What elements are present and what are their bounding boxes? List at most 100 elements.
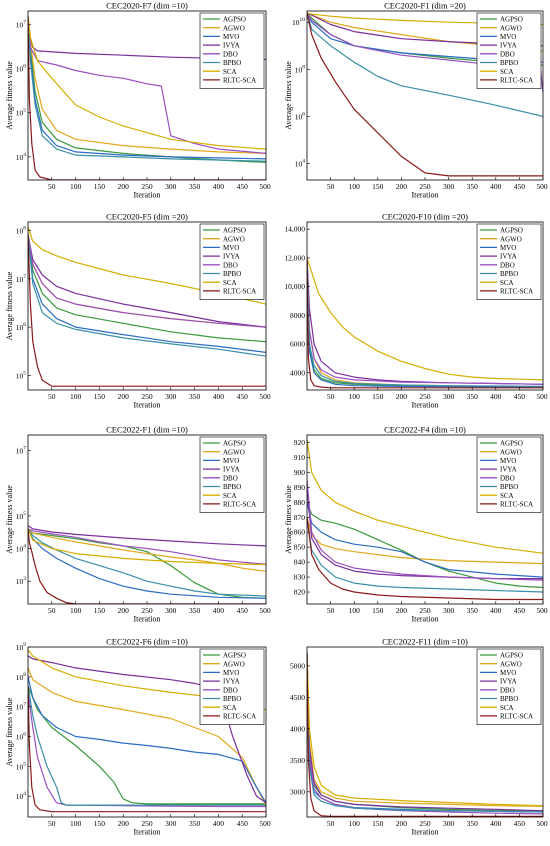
x-tick-label: 100 <box>349 182 361 191</box>
series-lines <box>28 16 266 180</box>
legend-label-agpso: AGPSO <box>223 227 246 235</box>
legend-label-agpso: AGPSO <box>500 227 523 235</box>
legend-label-mvo: MVO <box>500 33 516 41</box>
x-tick-label: 100 <box>349 392 361 401</box>
series-line-bpbo <box>28 528 266 597</box>
legend-box <box>476 12 542 89</box>
series-line-mvo <box>28 528 266 599</box>
y-tick-exponent: 6 <box>302 111 305 117</box>
y-tick-label: 106 <box>16 63 27 73</box>
legend-label-ivya: IVYA <box>223 466 240 474</box>
x-tick-label: 200 <box>396 606 408 615</box>
y-tick-base: 10 <box>16 703 24 712</box>
chart-panel-6: CEC2022-F4 (dim =10) 50 100 150 200 250 300 350… <box>284 425 548 624</box>
y-tick-label: 3000 <box>290 787 305 796</box>
series-line-bpbo <box>28 235 266 357</box>
x-tick-label: 400 <box>213 182 225 191</box>
legend-box <box>476 648 542 725</box>
x-tick-label: 100 <box>349 819 361 828</box>
y-tick-base: 10 <box>16 20 24 29</box>
legend-label-dbo: DBO <box>223 261 238 269</box>
x-tick-label: 200 <box>396 819 408 828</box>
y-tick-label: 108 <box>16 672 27 682</box>
x-tick-label: 400 <box>213 392 225 401</box>
x-tick-label: 300 <box>443 819 455 828</box>
y-tick-base: 10 <box>16 275 24 284</box>
legend-label-agpso: AGPSO <box>500 16 523 24</box>
series-lines <box>28 525 266 604</box>
y-tick-label: 103 <box>16 576 27 586</box>
y-tick-label: 105 <box>16 761 27 771</box>
series-line-rltc-sca <box>28 16 266 180</box>
series-line-ivya <box>28 655 266 804</box>
x-tick-label: 400 <box>490 606 502 615</box>
series-line-mvo <box>307 502 543 578</box>
y-tick-base: 10 <box>16 323 24 332</box>
series-line-ivya <box>307 653 543 812</box>
y-tick-label: 107 <box>16 702 27 712</box>
y-tick-exponent: 3 <box>23 576 26 582</box>
y-axis-label: Average fitness value <box>5 271 14 340</box>
y-tick-base: 10 <box>16 512 24 521</box>
y-tick-base: 10 <box>16 577 24 586</box>
y-tick-label: 106 <box>295 111 306 121</box>
y-axis-label: Average fitness value <box>284 485 293 554</box>
x-tick-label: 50 <box>327 606 335 615</box>
legend-label-rltc-sca: RLTC-SCA <box>500 501 533 509</box>
legend-label-ivya: IVYA <box>500 466 517 474</box>
y-tick-label: 920 <box>294 438 306 447</box>
chart-title: CEC2022-F4 (dim =10) <box>384 425 466 435</box>
y-tick-label: 850 <box>294 543 306 552</box>
y-tick-exponent: 9 <box>23 642 26 648</box>
series-line-mvo <box>28 235 266 353</box>
x-tick-label: 350 <box>467 606 479 615</box>
legend-label-mvo: MVO <box>223 33 239 41</box>
y-tick-label: 107 <box>16 19 27 29</box>
legend-label-agpso: AGPSO <box>223 440 246 448</box>
x-tick-label: 150 <box>94 392 106 401</box>
legend-label-rltc-sca: RLTC-SCA <box>500 77 533 85</box>
x-tick-label: 100 <box>349 606 361 615</box>
series-line-sca <box>28 528 266 566</box>
chart-title: CEC2022-F1 (dim =10) <box>106 425 188 435</box>
x-tick-label: 350 <box>467 392 479 401</box>
x-tick-label: 350 <box>189 606 201 615</box>
y-tick-exponent: 8 <box>302 64 305 70</box>
x-tick-label: 250 <box>419 182 431 191</box>
x-tick-label: 100 <box>70 819 82 828</box>
x-tick-label: 450 <box>514 392 526 401</box>
x-tick-label: 200 <box>396 182 408 191</box>
series-lines <box>28 226 266 387</box>
legend-label-rltc-sca: RLTC-SCA <box>223 77 256 85</box>
series-line-agwo <box>28 16 266 154</box>
legend-label-ivya: IVYA <box>500 42 517 50</box>
y-tick-label: 105 <box>16 108 27 118</box>
series-line-mvo <box>28 676 266 804</box>
y-tick-base: 10 <box>295 112 303 121</box>
x-tick-label: 350 <box>189 182 201 191</box>
series-lines <box>307 653 543 817</box>
series-lines <box>28 649 266 813</box>
x-tick-label: 450 <box>514 606 526 615</box>
x-tick-label: 100 <box>70 606 82 615</box>
legend-label-dbo: DBO <box>500 474 515 482</box>
x-tick-label: 50 <box>327 392 335 401</box>
series-line-agpso <box>307 502 543 589</box>
legend-label-ivya: IVYA <box>500 253 517 261</box>
y-tick-label: 910 <box>294 453 306 462</box>
y-tick-base: 10 <box>16 447 24 456</box>
y-tick-exponent: 6 <box>23 731 26 737</box>
x-tick-label: 50 <box>48 606 56 615</box>
legend-box <box>199 12 265 89</box>
y-tick-label: 4000 <box>290 724 305 733</box>
y-axis-label: Average fitness value <box>5 485 14 554</box>
x-tick-label: 500 <box>536 606 548 615</box>
legend-label-dbo: DBO <box>223 686 238 694</box>
x-tick-label: 300 <box>443 606 455 615</box>
x-tick-label: 500 <box>536 392 548 401</box>
series-line-rltc-sca <box>307 12 543 177</box>
y-tick-base: 10 <box>16 109 24 118</box>
